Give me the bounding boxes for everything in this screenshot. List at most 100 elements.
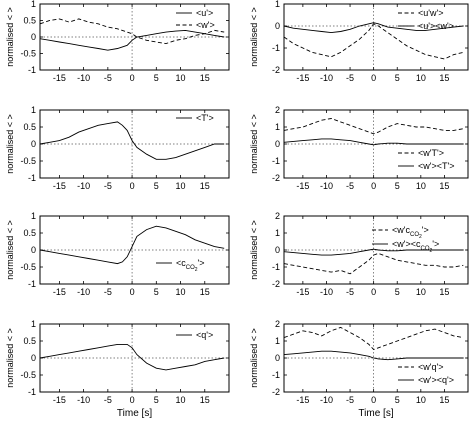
y-tick-label: 2 — [275, 319, 280, 329]
x-tick-label: 0 — [371, 181, 376, 191]
x-tick-label: 5 — [154, 395, 159, 405]
x-tick-label: 15 — [200, 73, 210, 83]
y-tick-label: 1 — [275, 0, 280, 9]
series-line-0 — [39, 225, 225, 265]
legend-label: <w'q'> — [418, 362, 443, 372]
y-tick-label: 2 — [275, 211, 280, 221]
x-tick-label: 5 — [154, 181, 159, 191]
panel-3-0: -15 -10 -5 0 5 10 15 -1 -0.5 0 0.5 1 normalised < > T… — [5, 319, 230, 419]
x-tick-label: -15 — [53, 395, 66, 405]
y-tick-label: -1 — [272, 262, 280, 272]
x-axis-label: Time [s] — [358, 408, 393, 419]
x-axis-label: Time [s] — [117, 408, 152, 419]
legend: <q'> — [176, 330, 213, 340]
series-line-0 — [283, 118, 464, 135]
x-tick-label: -15 — [296, 181, 309, 191]
legend-label: <w'> — [196, 20, 215, 30]
legend-label: <u'w'> — [418, 8, 443, 18]
x-tick-label: 0 — [130, 287, 135, 297]
series-line-1 — [283, 248, 464, 256]
y-tick-label: 1 — [275, 122, 280, 132]
x-tick-label: 15 — [439, 181, 449, 191]
series-line-1 — [39, 18, 225, 45]
x-tick-label: 0 — [371, 395, 376, 405]
y-tick-label: -1 — [272, 156, 280, 166]
series-line-1 — [283, 138, 464, 146]
y-tick-label: 0 — [31, 139, 36, 149]
y-tick-label: 0 — [31, 32, 36, 42]
x-tick-label: 5 — [395, 181, 400, 191]
y-axis-label: normalised < > — [249, 220, 259, 280]
y-tick-label: -1 — [28, 173, 36, 183]
x-tick-label: -10 — [77, 287, 90, 297]
x-tick-label: 10 — [176, 73, 186, 83]
panel-1-0: -15 -10 -5 0 5 10 15 -1 -0.5 0 0.5 1 normalised < > <… — [5, 105, 230, 191]
x-tick-label: 15 — [200, 395, 210, 405]
y-tick-label: 2 — [275, 105, 280, 115]
series-line-0 — [39, 121, 225, 160]
x-tick-label: -10 — [320, 73, 333, 83]
x-tick-label: 5 — [395, 287, 400, 297]
x-tick-label: -15 — [296, 287, 309, 297]
y-tick-label: -1 — [28, 65, 36, 75]
y-tick-label: 1 — [31, 319, 36, 329]
legend: <u'> <w'> — [176, 8, 215, 30]
x-tick-label: -5 — [104, 181, 112, 191]
x-tick-label: -15 — [53, 287, 66, 297]
panel-0-0: -15 -10 -5 0 5 10 15 -1 -0.5 0 0.5 1 normalised < > <… — [5, 0, 230, 83]
y-tick-label: -2 — [272, 387, 280, 397]
x-tick-label: -10 — [77, 181, 90, 191]
legend-label: <w'><q'> — [418, 375, 454, 385]
y-tick-label: 0.5 — [23, 16, 36, 26]
series-line-0 — [39, 29, 225, 51]
y-tick-label: 0 — [275, 245, 280, 255]
y-axis-label: normalised < > — [249, 114, 259, 174]
x-tick-label: 0 — [130, 181, 135, 191]
x-tick-label: 15 — [439, 287, 449, 297]
x-tick-label: -15 — [296, 395, 309, 405]
legend: <w'cCO2'><w'><cCO2'> — [372, 225, 439, 254]
legend-label: <u'> — [196, 8, 213, 18]
y-tick-label: -2 — [272, 173, 280, 183]
y-axis-label: normalised < > — [5, 328, 15, 388]
y-tick-label: -1 — [272, 370, 280, 380]
x-tick-label: 5 — [154, 73, 159, 83]
x-tick-label: 10 — [416, 287, 426, 297]
legend-label: <w'cCO2'> — [392, 225, 429, 240]
y-tick-label: -1 — [28, 279, 36, 289]
plot-frame — [283, 3, 469, 71]
legend-label: <w'><cCO2'> — [392, 239, 439, 254]
y-tick-label: -2 — [272, 65, 280, 75]
x-tick-label: 0 — [371, 287, 376, 297]
y-tick-label: -1 — [272, 43, 280, 53]
x-tick-label: 10 — [176, 287, 186, 297]
series-line-0 — [283, 326, 464, 351]
y-tick-label: -0.5 — [20, 370, 36, 380]
x-tick-label: -15 — [53, 181, 66, 191]
y-tick-label: 1 — [31, 105, 36, 115]
x-tick-label: -5 — [346, 395, 354, 405]
series-line-0 — [283, 252, 464, 275]
y-axis-label: normalised < > — [5, 220, 15, 280]
series-line-1 — [283, 22, 464, 34]
legend: <w'T'> <w'><T'> — [398, 148, 454, 171]
x-tick-label: -5 — [104, 395, 112, 405]
series-line-0 — [283, 23, 464, 60]
legend: <w'q'> <w'><q'> — [398, 362, 454, 385]
legend: <cCO2'> — [156, 258, 205, 273]
y-tick-label: 0 — [31, 353, 36, 363]
x-tick-label: 10 — [416, 73, 426, 83]
legend: <T'> — [176, 113, 214, 123]
legend-label: <q'> — [196, 330, 213, 340]
x-tick-label: 5 — [154, 287, 159, 297]
x-tick-label: -15 — [296, 73, 309, 83]
x-tick-label: 0 — [130, 395, 135, 405]
y-tick-label: 1 — [275, 336, 280, 346]
x-tick-label: -5 — [346, 73, 354, 83]
x-tick-label: -10 — [320, 395, 333, 405]
x-tick-label: -10 — [320, 287, 333, 297]
x-tick-label: 15 — [439, 395, 449, 405]
